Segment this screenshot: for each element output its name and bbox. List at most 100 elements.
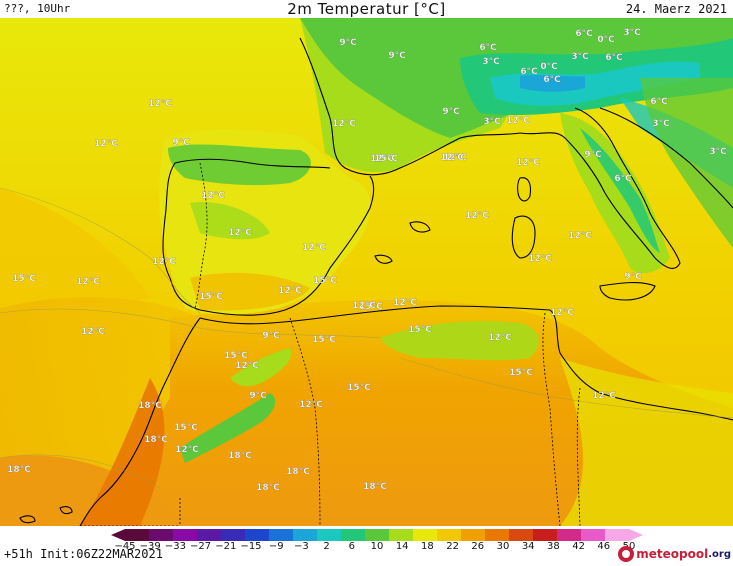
temperature-label: 3°C [483, 117, 501, 127]
temperature-label: 12°C [302, 243, 326, 253]
colorbar-segment [125, 529, 150, 541]
colorbar-tick: 6 [348, 541, 355, 552]
temperature-label: 15°C [199, 292, 223, 302]
temperature-label: 9°C [624, 272, 642, 282]
temperature-label: 15°C [347, 383, 371, 393]
tell-atlas-green [380, 321, 539, 361]
algeria-morocco-border [289, 317, 321, 526]
borders [80, 162, 581, 526]
colorbar-tick: −21 [215, 541, 237, 552]
temperature-label: 0°C [597, 35, 615, 45]
temperature-label: 9°C [172, 138, 190, 148]
sicily [599, 282, 656, 301]
temperature-label: 6°C [650, 97, 668, 107]
temperature-label: 12°C [228, 228, 252, 238]
colorbar-segment [365, 529, 390, 541]
temperature-label: 12°C [528, 254, 552, 264]
colorbar-arrow-right [629, 529, 643, 541]
temperature-label: 12°C [148, 99, 172, 109]
high-atlas-green [180, 393, 276, 463]
colorbar-tick: 34 [521, 541, 535, 552]
colorbar-segment [221, 529, 246, 541]
valid-date: 24. Maerz 2021 [625, 2, 727, 16]
alps-cold [490, 61, 700, 106]
africa-coast [199, 305, 733, 421]
isotherm-d [399, 357, 733, 419]
footer: −45 −39 −33 −27 −21 −15 −9 −3 2 6 10 14 18 22 26 30 34 38… [0, 526, 733, 566]
colorbar-segment [317, 529, 342, 541]
temperature-label: 12°C [550, 308, 574, 318]
balkans-green [640, 78, 733, 248]
isotherm-b [0, 308, 381, 339]
temperature-map: 9°C9°C6°C6°C0°C3°C3°C 6°C0°C3°C6°C6°C12°C… [0, 18, 733, 526]
temperature-label: 15°C [224, 351, 248, 361]
colorbar-tick: 46 [597, 541, 611, 552]
balearics [374, 221, 431, 264]
run-label: ???, 10Uhr [4, 2, 71, 15]
temperature-label: 6°C [605, 53, 623, 63]
temperature-label: 0°C [540, 62, 558, 72]
map-title: 2m Temperatur [°C] [287, 0, 446, 18]
temperature-label: 9°C [388, 51, 406, 61]
colorbar-segment [245, 529, 270, 541]
temperature-label: 12°C [278, 286, 302, 296]
colorbar-segment [437, 529, 462, 541]
colorbar-segment [605, 529, 630, 541]
spain-portugal-border [194, 162, 208, 309]
colorbar-tick: 30 [496, 541, 510, 552]
temperature-label: 6°C [614, 174, 632, 184]
isotherms [0, 187, 733, 489]
isotherm-a [0, 187, 201, 314]
colorbar-tick: −39 [139, 541, 161, 552]
temperature-label: 18°C [7, 465, 31, 475]
temperature-label: 12°C [235, 361, 259, 371]
temperature-label: 12°C [516, 158, 540, 168]
corsica [517, 177, 532, 202]
temperature-label: 15°C [312, 335, 336, 345]
temperature-label: 9°C [584, 150, 602, 160]
temperature-label: 15°C [408, 325, 432, 335]
morocco-atlantic [79, 317, 201, 526]
temperature-label: 12°C [81, 327, 105, 337]
temperature-label: 12°C [393, 298, 417, 308]
iberia-north-green [168, 144, 311, 186]
temperature-label: 12°C [76, 277, 100, 287]
temperature-label: 12°C [332, 119, 356, 129]
colorbar-tick: 18 [421, 541, 434, 552]
colorbar-segment [485, 529, 510, 541]
temperature-label: 12°C [370, 154, 394, 164]
colorbar-segment [557, 529, 582, 541]
temperature-label: 18°C [138, 401, 162, 411]
colorbar-tick: 26 [471, 541, 485, 552]
colorbar-segment [197, 529, 222, 541]
isotherm-c [0, 454, 161, 489]
temperature-label: 3°C [709, 147, 727, 157]
iberia-coast [162, 158, 375, 316]
middle-atlas-green [230, 348, 292, 387]
colorbar [111, 529, 643, 541]
temperature-label: 15°C [174, 423, 198, 433]
temperature-label: 12°C [506, 116, 530, 126]
temperature-label: 12°C [94, 139, 118, 149]
colorbar-segment [581, 529, 606, 541]
colorbar-ticks: −45 −39 −33 −27 −21 −15 −9 −3 2 6 10 14 18 22 26 30 34 38… [114, 541, 635, 553]
temperature-label: 6°C [479, 43, 497, 53]
france-coast [299, 37, 521, 176]
temperature-label: 15°C [374, 154, 398, 164]
colorbar-tick: 42 [572, 541, 585, 552]
logo-tld: .org [708, 548, 731, 560]
temperature-label: 12°C [152, 257, 176, 267]
italy-land [560, 113, 670, 274]
temperature-label: 9°C [339, 38, 357, 48]
meteopool-logo[interactable]: meteopool .org [618, 544, 731, 564]
temperature-label: 12°C [299, 400, 323, 410]
colorbar-segment [509, 529, 534, 541]
temperature-label: 12°C [352, 301, 376, 311]
temperature-label: 6°C [575, 29, 593, 39]
temperature-label: 12°C [175, 445, 199, 455]
temperature-label: 9°C [262, 331, 280, 341]
temperature-label: 12°C [465, 211, 489, 221]
africa-field [80, 299, 733, 526]
colorbar-tick: 2 [323, 541, 330, 552]
colorbar-tick: 38 [547, 541, 560, 552]
